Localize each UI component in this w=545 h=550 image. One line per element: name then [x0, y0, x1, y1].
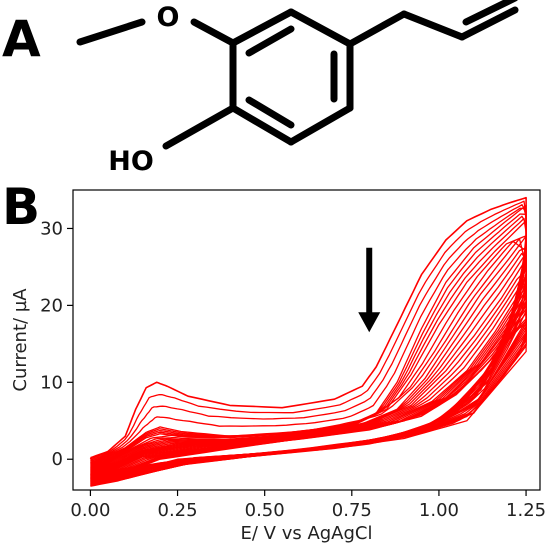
down-arrow-icon	[358, 247, 381, 333]
panel-label-b: B	[2, 178, 41, 236]
ring-bond-4	[287, 104, 354, 146]
ring-bond-1	[229, 8, 295, 47]
atom-hydroxyl: HO	[108, 146, 154, 177]
cv-traces	[89, 196, 527, 487]
x-tick-label: 0.00	[70, 500, 110, 521]
allyl-bond-2	[400, 10, 466, 41]
allyl-bond-1	[346, 10, 408, 48]
y-tick-label: 0	[52, 449, 63, 470]
y-tick-label: 10	[40, 372, 63, 393]
methoxy-o-bond	[190, 18, 237, 47]
x-tick-label: 0.25	[158, 500, 198, 521]
atom-oxygen: O	[157, 2, 180, 33]
y-tick-label: 30	[40, 218, 63, 239]
cv-cycle-33	[90, 320, 527, 487]
ring-bond-2	[287, 8, 354, 48]
allyl-double-bond-2	[462, 0, 518, 26]
cyclic-voltammogram: 0.00 0.25 0.50 0.75 1.00 1.25 0 10 20 30 E/ V vs …	[10, 189, 545, 544]
methoxy-methyl-bond	[76, 18, 146, 46]
arrow-head	[358, 312, 381, 333]
x-tick-label: 0.75	[332, 500, 372, 521]
axis-ticks: 0.00 0.25 0.50 0.75 1.00 1.25 0 10 20 30	[40, 218, 545, 521]
eugenol-structure: O HO	[76, 0, 519, 177]
ring-inner-bond-1	[245, 25, 295, 57]
x-tick-label: 0.50	[245, 500, 285, 521]
plot-frame	[72, 189, 541, 491]
molecule-bonds	[76, 0, 519, 150]
x-tick-label: 1.00	[419, 500, 459, 521]
y-axis-title: Current/ µA	[10, 288, 31, 392]
x-axis-title: E/ V vs AgAgCl	[241, 523, 373, 544]
ring-bond-5	[229, 104, 295, 146]
y-tick-label: 20	[40, 295, 63, 316]
x-tick-label: 1.25	[506, 500, 545, 521]
allyl-double-bond	[458, 6, 519, 41]
ring-inner-bond-3	[245, 96, 295, 129]
hydroxyl-bond	[162, 104, 237, 150]
panel-label-a: A	[2, 10, 41, 68]
